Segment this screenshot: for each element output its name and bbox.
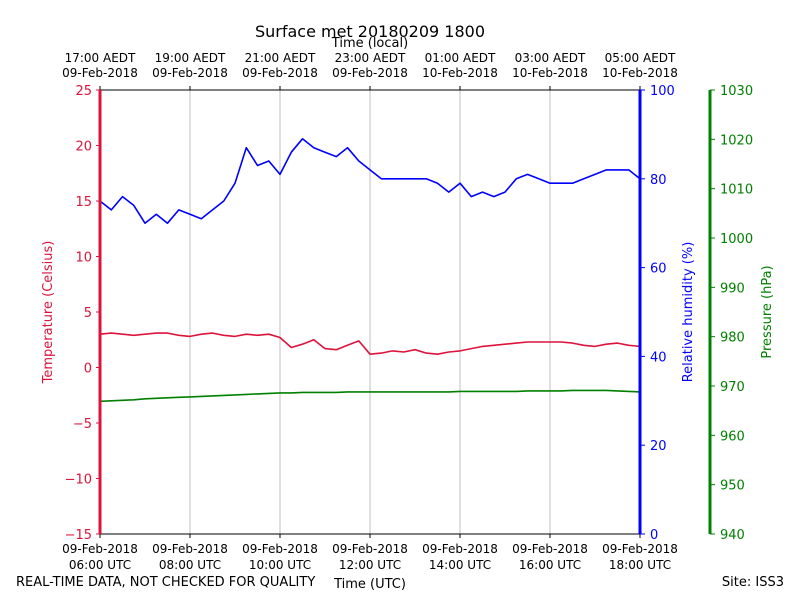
chart-title: Surface met 20180209 1800 [255, 22, 485, 41]
x-tick-date-label: 09-Feb-2018 [512, 542, 588, 556]
top-tick-time-label: 01:00 AEDT [425, 51, 496, 65]
temperature-tick-label: 10 [75, 251, 92, 266]
top-tick-time-label: 23:00 AEDT [335, 51, 406, 65]
x-tick-time-label: 12:00 UTC [339, 558, 401, 572]
x-axis-label: Time (UTC) [333, 577, 406, 592]
temperature-tick-label: −10 [65, 473, 92, 488]
temperature-tick-label: 5 [84, 306, 92, 321]
pressure-tick-label: 1010 [720, 183, 753, 198]
pressure-tick-label: 970 [720, 380, 745, 395]
pressure-tick-label: 1000 [720, 232, 753, 247]
grid-lines [99, 90, 641, 534]
top-tick-time-label: 03:00 AEDT [515, 51, 586, 65]
pressure-line [99, 389, 641, 403]
x-tick-date-label: 09-Feb-2018 [62, 542, 138, 556]
x-tick-time-label: 10:00 UTC [249, 558, 311, 572]
top-tick-time-label: 17:00 AEDT [65, 51, 136, 65]
x-tick-time-label: 16:00 UTC [519, 558, 581, 572]
temperature-tick-label: 25 [75, 84, 92, 99]
pressure-tick-label: 960 [720, 429, 745, 444]
series-layer [99, 138, 641, 403]
pressure-axis-label: Pressure (hPa) [760, 265, 775, 358]
pressure-tick-label: 1020 [720, 133, 753, 148]
x-tick-date-label: 09-Feb-2018 [422, 542, 498, 556]
temperature-tick-label: 20 [75, 140, 92, 155]
humidity-line [99, 138, 641, 224]
top-tick-date-label: 09-Feb-2018 [152, 66, 228, 80]
pressure-tick-label: 950 [720, 479, 745, 494]
pressure-tick-label: 980 [720, 331, 745, 346]
top-tick-date-label: 10-Feb-2018 [512, 66, 588, 80]
x-tick-time-label: 14:00 UTC [429, 558, 491, 572]
temperature-tick-label: −15 [65, 528, 92, 543]
temperature-line [99, 332, 641, 356]
top-tick-date-label: 09-Feb-2018 [242, 66, 318, 80]
top-tick-date-label: 09-Feb-2018 [62, 66, 138, 80]
pressure-tick-label: 940 [720, 528, 745, 543]
x-tick-time-label: 18:00 UTC [609, 558, 671, 572]
pressure-tick-label: 990 [720, 281, 745, 296]
humidity-axis-label: Relative humidity (%) [681, 242, 696, 383]
top-tick-time-label: 19:00 AEDT [155, 51, 226, 65]
axes-layer: 09-Feb-2018 06:00 UTC 09-Feb-2018 08:00 UTC… [41, 51, 775, 572]
pressure-tick-label: 1030 [720, 84, 753, 99]
temperature-tick-label: −5 [73, 417, 92, 432]
top-tick-date-label: 10-Feb-2018 [422, 66, 498, 80]
x-tick-date-label: 09-Feb-2018 [602, 542, 678, 556]
site-label: Site: ISS3 [721, 575, 784, 590]
top-tick-date-label: 10-Feb-2018 [602, 66, 678, 80]
x-tick-time-label: 08:00 UTC [159, 558, 221, 572]
x-tick-time-label: 06:00 UTC [69, 558, 131, 572]
top-tick-time-label: 05:00 AEDT [605, 51, 676, 65]
humidity-tick-label: 100 [650, 84, 675, 99]
temperature-axis-label: Temperature (Celsius) [41, 241, 56, 385]
humidity-tick-label: 60 [650, 262, 667, 277]
top-tick-date-label: 09-Feb-2018 [332, 66, 408, 80]
quality-note: REAL-TIME DATA, NOT CHECKED FOR QUALITY [16, 575, 316, 590]
humidity-tick-label: 0 [650, 528, 658, 543]
top-axis-label: Time (local) [331, 36, 408, 51]
temperature-tick-label: 15 [75, 195, 92, 210]
x-tick-date-label: 09-Feb-2018 [242, 542, 318, 556]
humidity-tick-label: 80 [650, 173, 667, 188]
top-tick-time-label: 21:00 AEDT [245, 51, 316, 65]
x-tick-date-label: 09-Feb-2018 [332, 542, 408, 556]
humidity-tick-label: 20 [650, 439, 667, 454]
temperature-tick-label: 0 [84, 362, 92, 377]
humidity-tick-label: 40 [650, 350, 667, 365]
x-tick-date-label: 09-Feb-2018 [152, 542, 228, 556]
